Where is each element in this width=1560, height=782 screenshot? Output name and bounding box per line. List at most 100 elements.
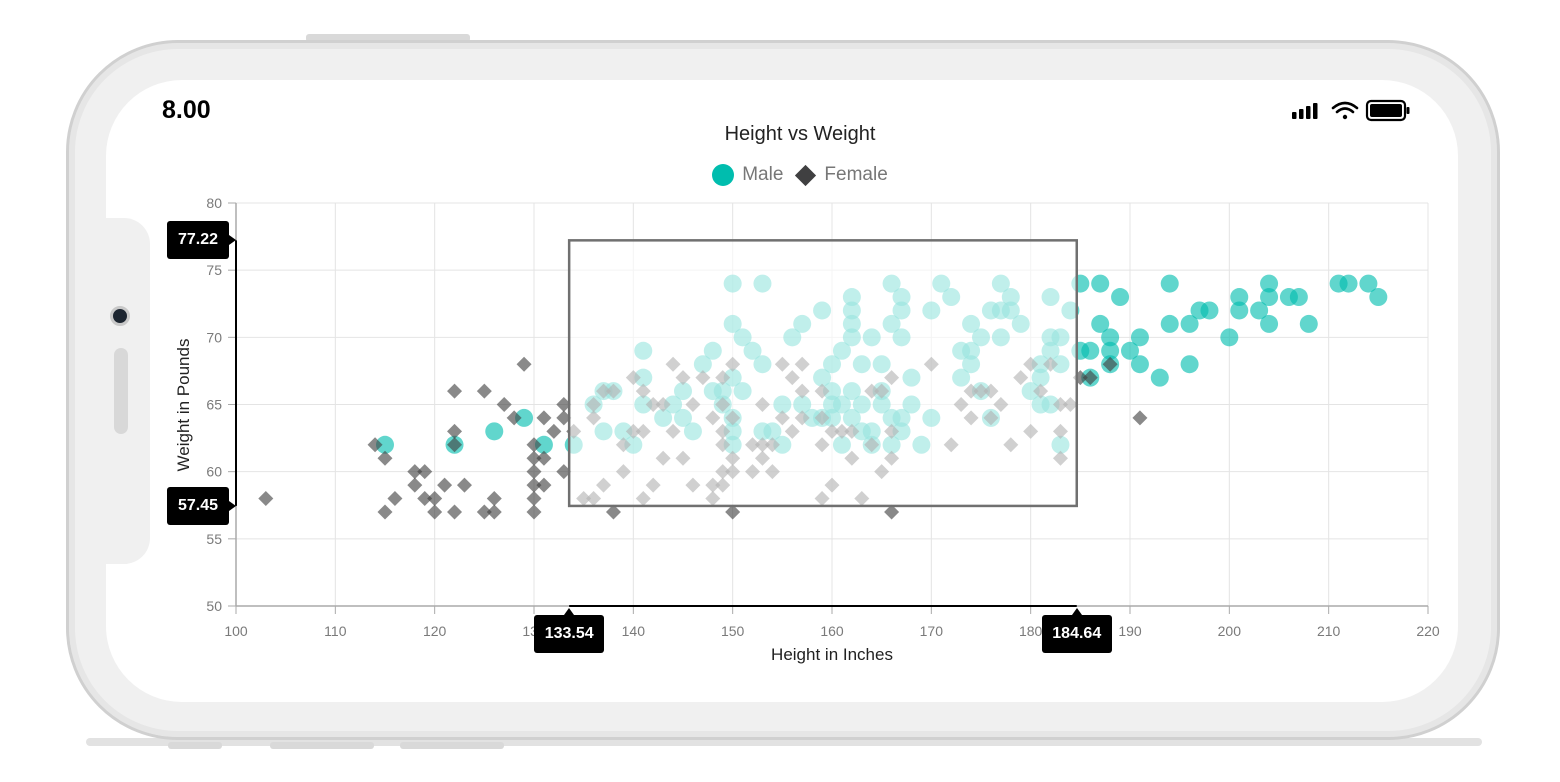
mute-switch xyxy=(168,742,222,749)
male-point xyxy=(1260,274,1279,293)
x-axis-title: Height in Inches xyxy=(771,645,893,664)
female-point xyxy=(526,450,542,466)
female-point xyxy=(725,504,741,520)
x-tick-label: 120 xyxy=(423,623,447,639)
male-point xyxy=(1150,368,1169,387)
cellular-signal-icon xyxy=(1292,103,1318,119)
male-point xyxy=(1369,288,1388,307)
y-max-tooltip: 77.22 xyxy=(167,221,236,259)
female-point xyxy=(486,504,502,520)
female-point xyxy=(506,410,522,426)
female-point xyxy=(496,397,512,412)
male-point xyxy=(1081,341,1100,360)
female-point xyxy=(407,464,423,480)
male-point xyxy=(1220,328,1239,347)
camera-icon xyxy=(110,306,130,326)
x-tick-label: 150 xyxy=(721,623,745,639)
female-point xyxy=(367,437,383,453)
male-point xyxy=(1130,355,1149,374)
volume-up-button xyxy=(270,742,374,749)
female-point xyxy=(258,491,274,507)
female-point xyxy=(536,410,552,426)
volume-down-button xyxy=(400,742,504,749)
male-point xyxy=(1180,355,1199,374)
male-point xyxy=(1260,288,1279,307)
female-point xyxy=(377,504,393,520)
power-button xyxy=(306,34,470,42)
x-tick-label: 190 xyxy=(1118,623,1142,639)
male-point xyxy=(1101,328,1120,347)
male-point xyxy=(485,422,504,441)
male-point xyxy=(1230,301,1249,320)
male-point xyxy=(1200,301,1219,320)
male-point xyxy=(1160,274,1179,293)
male-point xyxy=(515,408,534,427)
x-min-tooltip: 133.54 xyxy=(534,608,605,653)
male-point xyxy=(1130,328,1149,347)
female-point xyxy=(387,491,403,507)
male-point xyxy=(1091,314,1110,333)
female-point xyxy=(1102,356,1118,372)
female-point xyxy=(526,504,542,520)
female-point xyxy=(377,450,393,466)
female-point xyxy=(427,504,443,520)
female-point xyxy=(556,397,572,412)
x-tick-label: 140 xyxy=(622,623,646,639)
female-point xyxy=(605,504,621,520)
male-point xyxy=(1289,288,1308,307)
battery-icon xyxy=(1365,99,1410,122)
female-point xyxy=(476,383,492,399)
legend-male-marker xyxy=(712,164,735,186)
legend-item-female[interactable]: Female xyxy=(795,164,888,186)
x-tick-label: 180 xyxy=(1019,623,1043,639)
male-point xyxy=(1180,314,1199,333)
female-point xyxy=(476,504,492,520)
male-point xyxy=(1250,301,1269,320)
female-point xyxy=(1082,370,1098,386)
legend-male-label: Male xyxy=(742,164,784,185)
female-point xyxy=(486,491,502,507)
female-point xyxy=(526,491,542,507)
female-point xyxy=(447,504,463,520)
speaker-grille xyxy=(114,348,128,434)
female-point xyxy=(556,410,572,426)
female-point xyxy=(407,477,423,493)
y-tick-label: 50 xyxy=(206,598,222,614)
male-point xyxy=(1101,341,1120,360)
female-point xyxy=(536,450,552,466)
female-point xyxy=(456,477,472,493)
y-tick-label: 55 xyxy=(206,531,222,547)
male-point xyxy=(1359,274,1378,293)
female-point xyxy=(556,464,572,480)
male-point xyxy=(1091,274,1110,293)
x-tick-label: 160 xyxy=(820,623,844,639)
y-tick-label: 75 xyxy=(206,262,222,278)
chart-title: Height vs Weight xyxy=(724,123,876,145)
x-tick-label: 200 xyxy=(1218,623,1242,639)
y-tick-label: 70 xyxy=(206,329,222,345)
x-tick-label: 100 xyxy=(224,623,248,639)
legend-female-label: Female xyxy=(824,164,888,185)
female-point xyxy=(447,383,463,399)
legend-item-male[interactable]: Male xyxy=(712,164,783,186)
female-point xyxy=(447,437,463,453)
chart-legend: Male Female xyxy=(600,164,1000,186)
y-tick-label: 80 xyxy=(206,195,222,211)
male-point xyxy=(376,435,394,454)
y-tick-label: 65 xyxy=(206,397,222,413)
female-point xyxy=(516,356,532,372)
female-point xyxy=(447,423,463,439)
female-point xyxy=(437,477,453,493)
female-point xyxy=(526,464,542,480)
x-tick-label: 220 xyxy=(1416,623,1440,639)
selection-overlay[interactable] xyxy=(235,239,1079,607)
wifi-icon xyxy=(1331,101,1359,120)
male-point xyxy=(1160,314,1179,333)
male-point xyxy=(1111,288,1130,307)
x-max-tooltip: 184.64 xyxy=(1041,608,1112,653)
female-point xyxy=(526,437,542,453)
female-point xyxy=(526,477,542,493)
female-point xyxy=(536,477,552,493)
female-point xyxy=(884,504,900,520)
